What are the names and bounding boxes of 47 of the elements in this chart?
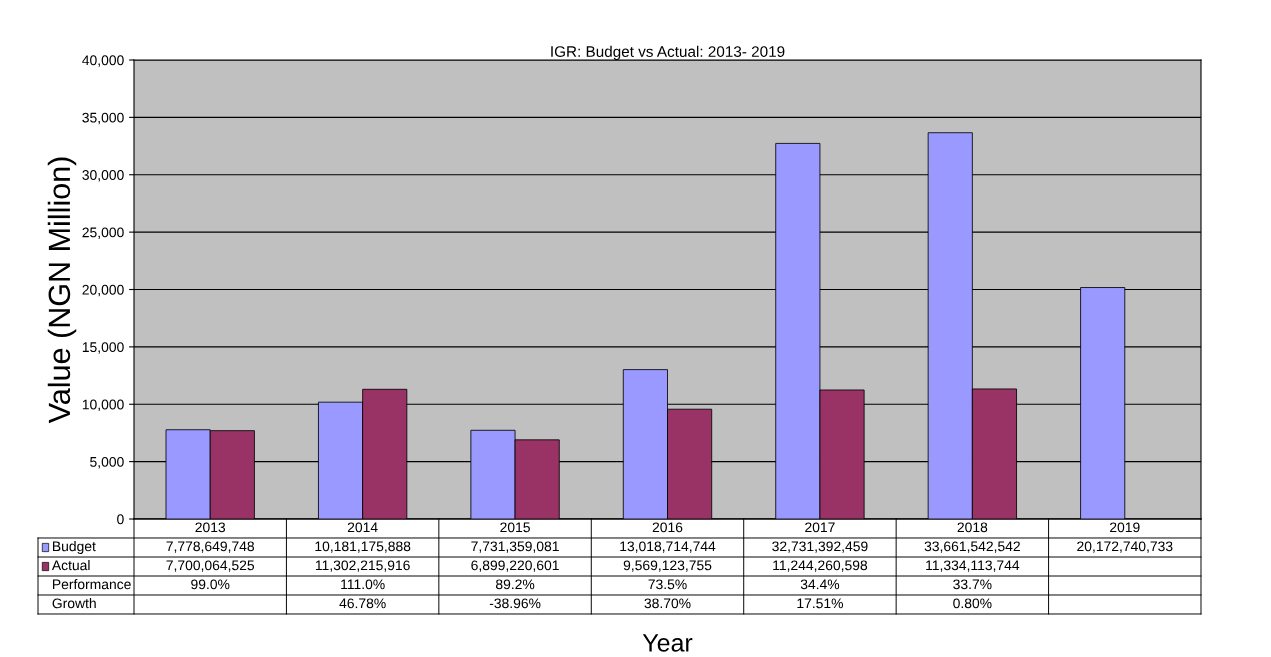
text: 89.2% <box>495 579 535 590</box>
y-tick-label: 15,000 <box>82 342 124 354</box>
y-tick-label: 5,000 <box>90 456 124 469</box>
y-axis-title: Value (NGN Million) <box>47 157 77 424</box>
text: 33,661,542,542 <box>924 541 1020 553</box>
text: 111.0% <box>341 579 385 590</box>
y-tick-label: 35,000 <box>82 112 124 125</box>
legend-label: Actual <box>51 560 90 571</box>
text: 38.70% <box>644 598 691 609</box>
text: 73.5% <box>648 579 687 590</box>
text: 13,018,714,744 <box>620 541 716 553</box>
text: Performance <box>53 579 131 590</box>
text: 34.4% <box>800 579 840 590</box>
x-tick-label: 2013 <box>195 522 226 533</box>
text: 99.0% <box>191 579 230 590</box>
text: Growth <box>52 598 96 609</box>
y-tick-label: 30,000 <box>82 170 124 182</box>
y-tick-label: 20,000 <box>82 284 124 297</box>
text: 9,569,123,755 <box>623 560 712 572</box>
x-tick-label: 2018 <box>957 522 988 533</box>
y-tick-label: 10,000 <box>82 399 124 412</box>
text: 20,172,740,733 <box>1077 541 1173 553</box>
x-tick-label: 2017 <box>805 522 835 533</box>
text: -38.96% <box>489 598 541 609</box>
x-tick-label: 2019 <box>1110 522 1140 533</box>
text: 11,302,215,916 <box>315 560 410 572</box>
text: 7,700,064,525 <box>166 560 255 572</box>
text: 46.78% <box>339 598 386 609</box>
text: 0.80% <box>953 598 992 609</box>
x-tick-label: 2015 <box>500 522 530 533</box>
text: 17.51% <box>797 598 843 609</box>
text: 11,244,260,598 <box>773 560 868 572</box>
x-tick-label: 2016 <box>652 522 683 533</box>
y-tick-label: 40,000 <box>82 55 124 67</box>
text: 11,334,113,744 <box>926 560 1020 572</box>
text: 33.7% <box>953 579 992 590</box>
x-axis-title: Year <box>642 634 693 652</box>
text: 6,899,220,601 <box>471 560 559 572</box>
y-tick-label: 25,000 <box>82 227 124 239</box>
text: 10,181,175,888 <box>315 541 411 553</box>
text: 7,731,359,081 <box>471 541 559 553</box>
chart-title: IGR: Budget vs Actual: 2013- 2019 <box>551 45 785 60</box>
text: 32,731,392,459 <box>772 541 868 553</box>
x-tick-label: 2014 <box>347 522 378 533</box>
legend-label: Budget <box>53 541 96 554</box>
y-tick-label: 0 <box>117 514 124 525</box>
text: 7,778,649,748 <box>166 541 255 553</box>
